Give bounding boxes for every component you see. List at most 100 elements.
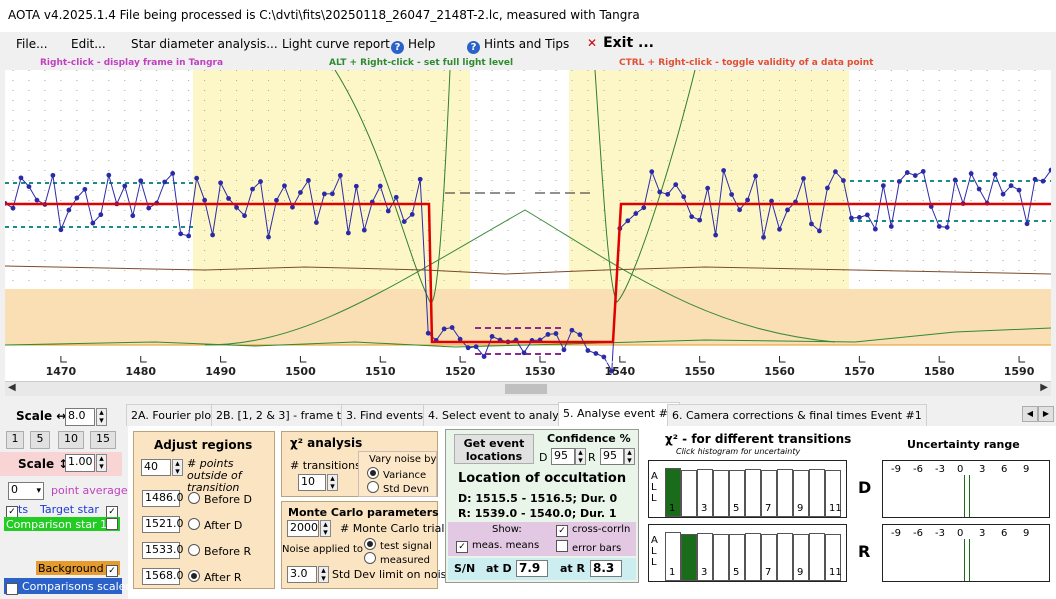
data-point (298, 190, 303, 195)
before-d-radio[interactable]: Before D (188, 492, 252, 506)
zoom-10-button[interactable]: 10 (58, 431, 84, 449)
scroll-left-icon[interactable]: ◀ (8, 382, 16, 393)
menu-light-curve-report[interactable]: Light curve report (282, 37, 390, 51)
histogram-bar[interactable] (809, 533, 825, 581)
comparison-star-check[interactable] (106, 518, 122, 532)
data-point (689, 214, 695, 220)
zoom-1-button[interactable]: 1 (6, 431, 24, 449)
histogram-bar[interactable] (745, 469, 761, 517)
data-point (737, 207, 742, 213)
mc-trials-input[interactable]: 2000 (287, 520, 319, 537)
histogram-bar[interactable] (713, 534, 729, 581)
comparisons-scaled-row[interactable] (4, 578, 122, 594)
menu-edit[interactable]: Edit... (71, 37, 106, 51)
histogram-bar[interactable] (665, 532, 681, 581)
histogram-bar[interactable] (777, 469, 793, 517)
before-d-input[interactable]: 1486.0 (142, 490, 184, 507)
comparison-star-row[interactable] (4, 517, 120, 531)
scroll-thumb[interactable] (505, 384, 547, 394)
menu-file[interactable]: File... (16, 37, 48, 51)
std-devn-radio[interactable]: Std Devn (367, 481, 429, 495)
conf-r-spinner[interactable]: ▴ ▾ (624, 448, 635, 466)
points-spinner[interactable]: ▴ ▾ (172, 459, 183, 477)
error-bars-check-icon (556, 540, 568, 552)
histogram-bar[interactable] (665, 468, 681, 517)
histogram-r[interactable]: A L L 1 3 5 7 9 11 (648, 524, 847, 582)
after-r-input[interactable]: 1568.0 (142, 568, 184, 585)
scale-v-spinner[interactable]: ▴ ▾ (96, 454, 107, 472)
histogram-d[interactable]: A L L 1 3 5 7 9 11 (648, 460, 847, 518)
menu-help[interactable]: ? Help (391, 37, 435, 54)
histogram-bar[interactable] (761, 470, 777, 517)
scale-h-label: Scale ↔ (16, 409, 67, 423)
conf-r-input[interactable]: 95 (600, 448, 624, 465)
tab-scroll-right-icon[interactable]: ▶ (1038, 406, 1054, 422)
get-event-locations-button[interactable]: Get event locations (454, 434, 534, 464)
meas-means-check[interactable]: ✓ meas. means (456, 540, 539, 553)
histogram-bar[interactable] (825, 470, 841, 517)
tab-camera-corrections[interactable]: 6. Camera corrections & final times Even… (667, 404, 927, 426)
uncertainty-tick: -3 (935, 464, 945, 475)
plot-scrollbar[interactable]: ◀ ▶ (5, 381, 1051, 396)
histogram-bar[interactable] (761, 534, 777, 581)
histogram-bar[interactable] (793, 470, 809, 517)
histogram-bar[interactable] (729, 534, 745, 581)
test-signal-radio[interactable]: test signal (364, 538, 432, 552)
histogram-bar[interactable] (793, 534, 809, 581)
transitions-input[interactable]: 10 (298, 474, 326, 491)
histogram-bar[interactable] (681, 534, 697, 581)
histogram-bar[interactable] (697, 469, 713, 517)
variance-radio[interactable]: Variance (367, 467, 426, 481)
point-average-select[interactable]: 0 ▾ (8, 482, 44, 500)
menu-hints[interactable]: ? Hints and Tips (467, 37, 569, 54)
target-star-check[interactable]: ✓ (106, 503, 122, 518)
x-tick-label: 1590 (1004, 365, 1035, 378)
histogram-bar[interactable] (697, 533, 713, 581)
menu-star-diameter[interactable]: Star diameter analysis... (131, 37, 278, 51)
transitions-spinner[interactable]: ▴ ▾ (327, 474, 338, 492)
mc-trials-spinner[interactable]: ▴ ▾ (320, 520, 331, 538)
after-d-input[interactable]: 1521.0 (142, 516, 184, 533)
points-outside-input[interactable]: 40 (141, 459, 171, 476)
tab-find-events[interactable]: 3. Find events (341, 404, 429, 426)
background-check[interactable]: ✓ (106, 562, 122, 577)
scale-h-spinner[interactable]: ▴ ▾ (96, 408, 107, 426)
tab-scroll-left-icon[interactable]: ◀ (1022, 406, 1038, 422)
histogram-bar[interactable] (681, 470, 697, 517)
histogram-bar[interactable] (777, 533, 793, 581)
data-point (713, 232, 719, 238)
tab-fourier[interactable]: 2A. Fourier plot (126, 404, 221, 426)
tab-analyse-event[interactable]: 5. Analyse event #1 (558, 402, 680, 426)
histogram-bar[interactable] (729, 470, 745, 517)
background-row[interactable] (36, 561, 120, 575)
histogram-bar[interactable] (825, 534, 841, 581)
after-d-radio[interactable]: After D (188, 518, 242, 532)
measured-label: measured (380, 555, 430, 566)
sd-limit-input[interactable]: 3.0 (287, 566, 317, 583)
before-r-radio[interactable]: Before R (188, 544, 251, 558)
sd-limit-spinner[interactable]: ▴ ▾ (318, 566, 329, 584)
hint-alt-right-click: ALT + Right-click - set full light level (329, 58, 514, 68)
conf-d-spinner[interactable]: ▴ ▾ (575, 448, 586, 466)
menu-exit[interactable]: ✕ Exit ... (587, 35, 654, 51)
after-r-radio[interactable]: After R (188, 570, 242, 584)
conf-d-input[interactable]: 95 (551, 448, 575, 465)
data-point (146, 205, 152, 211)
measured-radio[interactable]: measured (364, 552, 430, 566)
zoom-5-button[interactable]: 5 (30, 431, 50, 449)
cross-corr-check[interactable]: ✓ cross-corrln (556, 524, 630, 537)
histogram-bar[interactable] (809, 469, 825, 517)
uncertainty-tick: 9 (1023, 464, 1030, 475)
comparisons-scaled-text: Comparisons scaled (22, 580, 133, 593)
before-r-input[interactable]: 1533.0 (142, 542, 184, 559)
error-bars-check[interactable]: error bars (556, 540, 621, 554)
light-curve-plot[interactable]: 1470 1480 1490 1500 1510 1520 1530 1540 1550 1560… (5, 70, 1051, 381)
tab-select-event[interactable]: 4. Select event to analyse (423, 404, 577, 426)
histogram-bar[interactable] (745, 533, 761, 581)
scale-v-input[interactable]: 1.00 (65, 454, 95, 472)
scale-h-input[interactable]: 8.0 (65, 408, 95, 426)
zoom-15-button[interactable]: 15 (90, 431, 116, 449)
histogram-bar[interactable] (713, 470, 729, 517)
scroll-right-icon[interactable]: ▶ (1040, 382, 1048, 393)
sd-limit-label: Std Dev limit on noise (332, 568, 454, 581)
